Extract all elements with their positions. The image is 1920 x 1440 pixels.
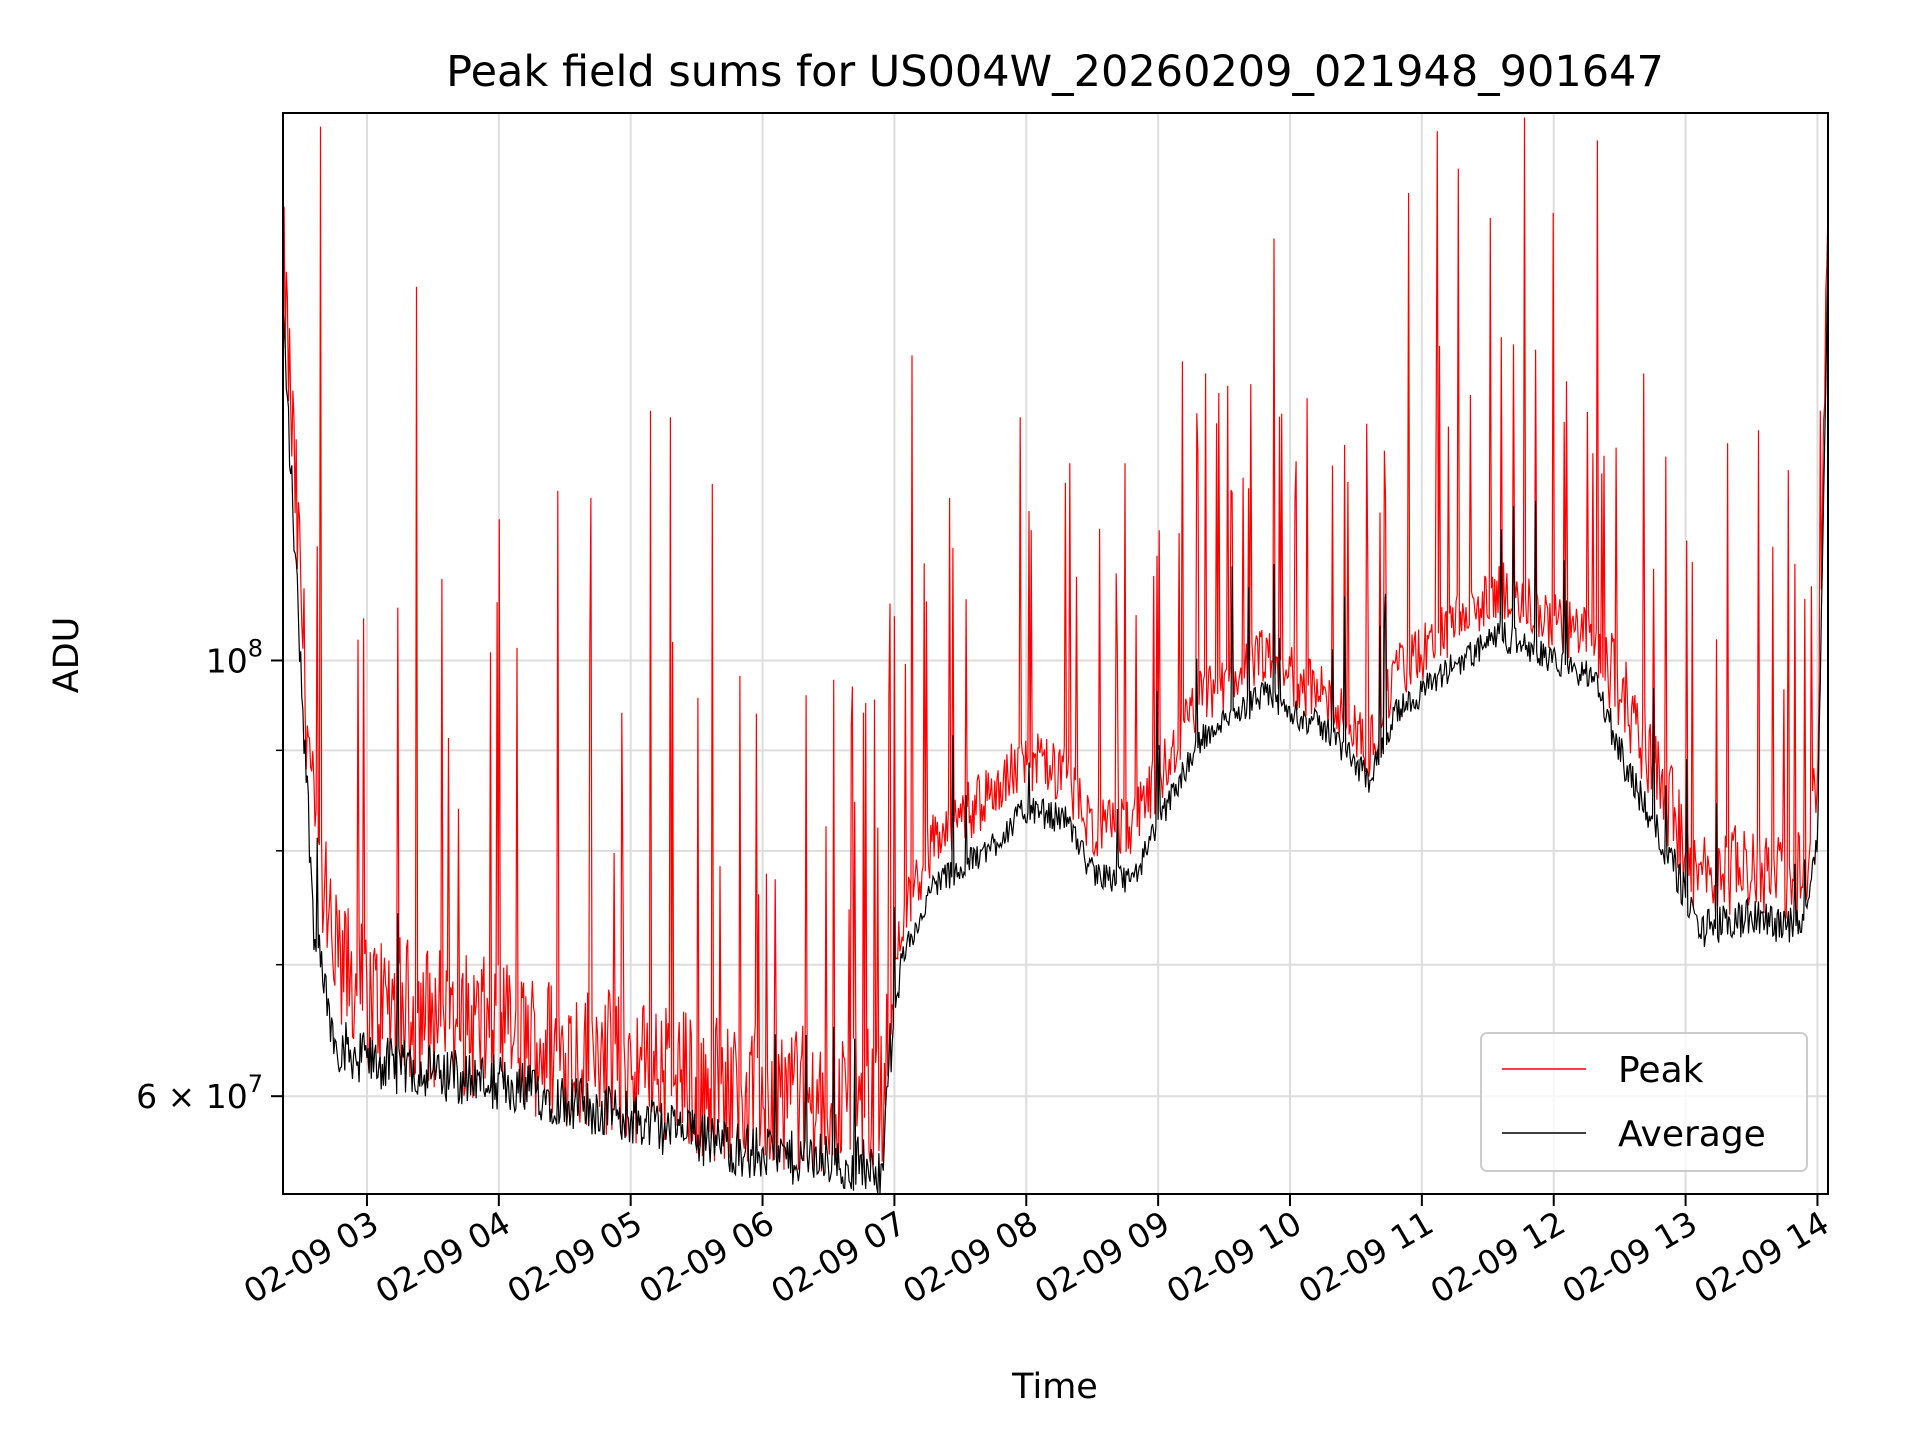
legend-peak-label: Peak: [1618, 1050, 1704, 1091]
legend-average-label: Average: [1618, 1114, 1766, 1155]
x-axis-label: Time: [1011, 1367, 1098, 1407]
y-tick-label: 108: [206, 634, 263, 680]
x-gridlines: [365, 113, 1819, 1194]
legend-box: [1480, 1032, 1808, 1172]
plot-frame: [282, 112, 1829, 1195]
y-tick-label: 6 × 107: [136, 1070, 263, 1116]
peak-series-line: [283, 117, 1828, 1173]
plot-series: [283, 117, 1828, 1194]
chart-title: Peak field sums for US004W_20260209_0219…: [446, 47, 1664, 97]
y-axis-ticks: 108 6 × 107: [136, 634, 283, 1116]
average-series-line: [283, 253, 1828, 1194]
y-axis-label: ADU: [47, 617, 87, 694]
legend: Peak Average: [1480, 1032, 1808, 1172]
